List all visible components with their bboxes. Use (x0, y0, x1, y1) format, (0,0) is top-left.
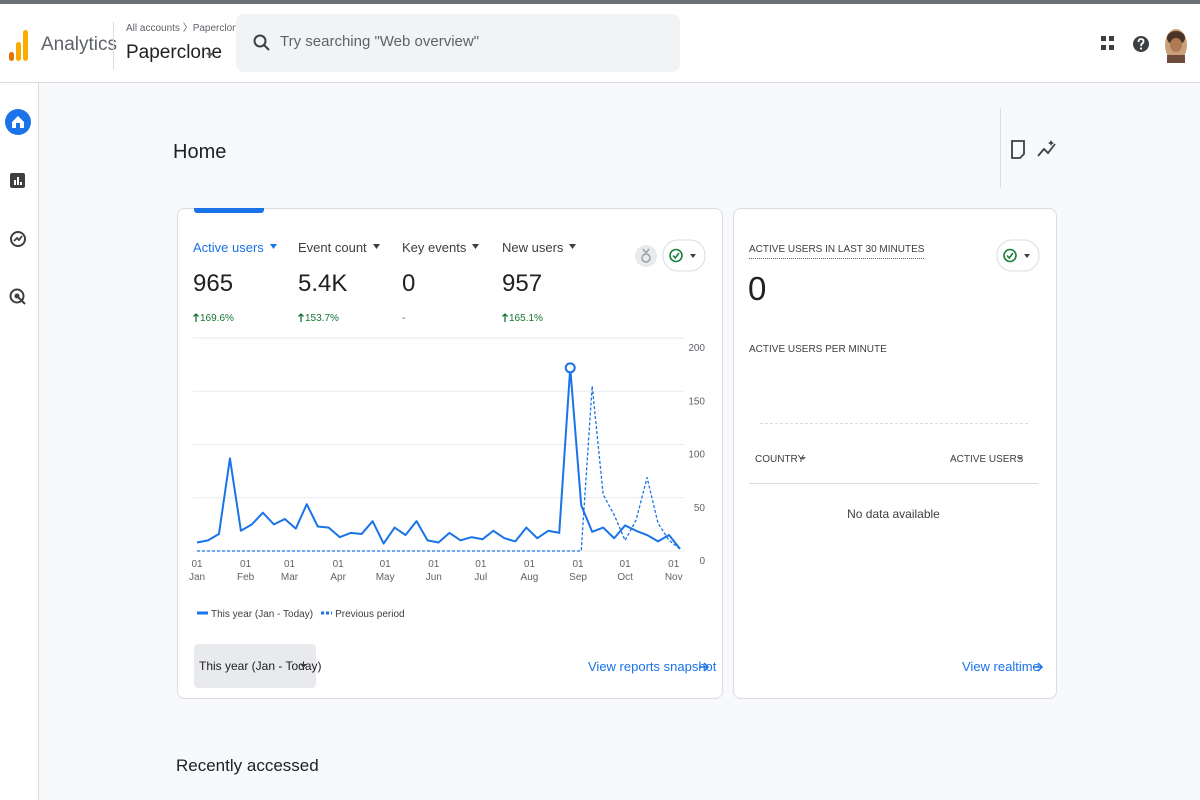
x-tick-label: 01 Jun (425, 559, 442, 583)
section-title: Recently accessed (176, 756, 319, 775)
series-line (196, 366, 681, 550)
caret (472, 244, 480, 249)
snapshot-link[interactable]: View reports snapshot (588, 659, 717, 674)
caret (206, 53, 214, 57)
peak-marker (564, 362, 576, 374)
caret (300, 664, 307, 668)
apps-icon[interactable] (1100, 34, 1116, 54)
caret (1017, 457, 1023, 460)
metric-value: 957 (502, 270, 543, 297)
arrow-shape (502, 313, 508, 322)
up-arrow (193, 313, 199, 322)
caret (372, 244, 380, 249)
y-tick-label: 100 (688, 450, 705, 461)
caret (569, 244, 577, 249)
arrow-icon (699, 662, 710, 672)
search-icon (253, 34, 270, 51)
realtime-value: 0 (748, 270, 767, 307)
legend-label: This year (Jan - Today) (211, 609, 313, 620)
product-name: Analytics (41, 34, 118, 55)
caret-shape (569, 244, 577, 249)
y-tick-label: 0 (699, 556, 705, 567)
legend-label: Previous period (335, 609, 404, 620)
date-range-dropdown[interactable]: This year (Jan - Today) (194, 644, 322, 688)
page-title: Home (173, 141, 227, 163)
x-tick-label: 01 Nov (664, 559, 683, 583)
metric-value: 5.4K (298, 270, 348, 297)
metric-label[interactable]: Active users (193, 240, 264, 255)
metric-change: 153.7% (305, 313, 339, 324)
x-tick-label: 01 Jul (474, 559, 488, 583)
nav-explore[interactable] (9, 230, 27, 248)
insights-icon[interactable] (1036, 138, 1058, 160)
overview-card (177, 208, 723, 699)
caret (800, 457, 806, 460)
metric-change: 165.1% (509, 313, 543, 324)
x-tick-label: 01 Feb (236, 559, 255, 583)
date-range-label: This year (Jan - Today) (199, 659, 322, 673)
arrow-shape (193, 313, 199, 322)
divider (113, 22, 114, 70)
x-tick-label: 01 Mar (280, 559, 299, 583)
x-tick-label: 01 Apr (330, 559, 346, 583)
column-header[interactable]: ACTIVE USERS (950, 454, 1024, 465)
empty-minute-chart (760, 423, 1028, 424)
caret-shape (472, 244, 480, 249)
arrow-icon (1033, 662, 1044, 672)
x-tick-label: 01 Aug (520, 559, 539, 583)
column-header[interactable]: COUNTRY (755, 454, 805, 465)
up-arrow (298, 313, 304, 322)
table-rule (749, 483, 1038, 484)
breadcrumb[interactable]: All accounts 〉Paperclone (126, 23, 244, 34)
avatar[interactable] (1163, 27, 1189, 63)
caret-shape (372, 244, 380, 249)
x-tick-label: 01 Jan (188, 559, 206, 583)
per-minute-label: ACTIVE USERS PER MINUTE (749, 344, 887, 355)
metric-value: 0 (402, 270, 416, 297)
nav-home[interactable] (4, 108, 32, 136)
metric-value: 965 (193, 270, 234, 297)
compare-dropdown[interactable] (996, 239, 1040, 273)
caret-shape (269, 244, 277, 249)
metric-label[interactable]: New users (502, 240, 564, 255)
compare-dropdown[interactable] (662, 239, 706, 273)
selected-tab-indicator (194, 208, 264, 213)
x-tick-label: 01 Sep (569, 559, 587, 583)
up-arrow (502, 313, 508, 322)
metric-label[interactable]: Event count (298, 240, 367, 255)
account-name[interactable]: Paperclone (126, 42, 223, 63)
badge-icon[interactable] (634, 242, 658, 270)
x-tick-label: 01 May (375, 559, 395, 583)
search-placeholder: Try searching "Web overview" (280, 33, 480, 50)
nav-advertising[interactable] (9, 288, 27, 306)
x-tick-label: 01 Oct (617, 559, 633, 583)
metric-change: 169.6% (200, 313, 234, 324)
realtime-card (733, 208, 1057, 699)
divider (1000, 108, 1001, 188)
realtime-title[interactable]: ACTIVE USERS IN LAST 30 MINUTES (749, 244, 925, 259)
metric-label[interactable]: Key events (402, 240, 467, 255)
arrow-shape (298, 313, 304, 322)
caret (269, 244, 277, 249)
customize-icon[interactable] (1010, 139, 1026, 161)
nav-reports[interactable] (9, 172, 27, 190)
metric-change: - (402, 313, 406, 324)
y-tick-label: 200 (688, 343, 705, 354)
y-tick-label: 150 (688, 396, 705, 407)
search-box[interactable]: Try searching "Web overview" (236, 14, 680, 72)
series-line (197, 385, 681, 552)
y-tick-label: 50 (694, 503, 706, 514)
empty-message: No data available (847, 507, 940, 521)
nav-rail (0, 83, 39, 800)
realtime-link[interactable]: View realtime (962, 659, 1040, 674)
header: Analytics All accounts 〉Paperclone Paper… (0, 4, 1200, 83)
logo (9, 30, 28, 61)
help-icon[interactable] (1132, 34, 1150, 54)
window-strip (0, 0, 1200, 4)
